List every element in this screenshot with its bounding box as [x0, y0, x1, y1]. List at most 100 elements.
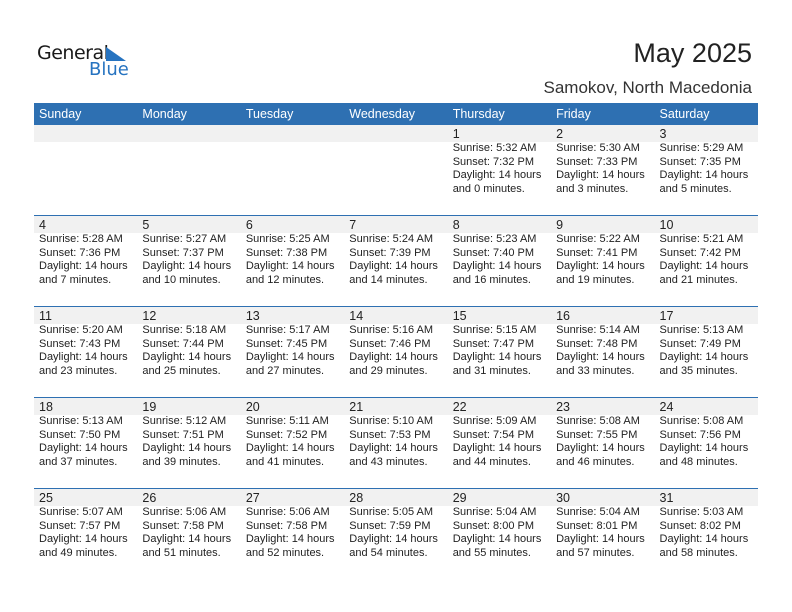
sunset-text: Sunset: 7:44 PM: [142, 337, 224, 350]
week-row: 25 Sunrise: 5:07 AM Sunset: 7:57 PM Dayligh…: [34, 488, 758, 579]
daylight-text: Daylight: 14 hours: [556, 260, 645, 272]
daylight-text: Daylight: 14 hours: [659, 169, 749, 181]
sunrise-text: Sunrise: 5:08 AM: [556, 415, 640, 427]
sunrise-text: Sunrise: 5:07 AM: [39, 506, 123, 518]
day-cell: 13 Sunrise: 5:17 AM Sunset: 7:45 PM Dayligh…: [240, 306, 345, 398]
day-number: 30: [551, 489, 655, 506]
logo-general-text: General: [37, 42, 109, 64]
day-number: 9: [551, 216, 655, 233]
day-number: 29: [447, 489, 552, 506]
empty-day-cell: [240, 125, 345, 216]
sunrise-text: Sunrise: 5:13 AM: [39, 415, 123, 427]
day-number: 3: [654, 125, 758, 142]
day-cell: 19 Sunrise: 5:12 AM Sunset: 7:51 PM Dayligh…: [137, 397, 241, 489]
day-cell: 25 Sunrise: 5:07 AM Sunset: 7:57 PM Dayligh…: [34, 488, 138, 579]
sunrise-text: Sunrise: 5:32 AM: [452, 142, 537, 154]
sunrise-text: Sunrise: 5:03 AM: [659, 506, 744, 518]
day-cell: 27 Sunrise: 5:06 AM Sunset: 7:58 PM Dayligh…: [240, 488, 345, 579]
day-number: 8: [447, 216, 552, 233]
sunset-text: Sunset: 7:52 PM: [245, 428, 328, 441]
sunset-text: Sunset: 7:35 PM: [659, 155, 741, 168]
sunrise-text: Sunrise: 5:18 AM: [142, 324, 227, 336]
daylight-text: Daylight: 14 hours: [245, 260, 335, 272]
day-number: 22: [447, 398, 552, 415]
minutes-text: and 58 minutes.: [659, 546, 738, 559]
day-cell: 5 Sunrise: 5:27 AM Sunset: 7:37 PM Daylight…: [137, 215, 241, 307]
sunrise-text: Sunrise: 5:21 AM: [659, 233, 744, 245]
sunrise-text: Sunrise: 5:28 AM: [39, 233, 123, 245]
weekday-header-row: Sunday Monday Tuesday Wednesday Thursday Frid…: [34, 103, 758, 125]
day-cell: 6 Sunrise: 5:25 AM Sunset: 7:38 PM Daylight…: [240, 215, 345, 307]
weekday-saturday: Saturday: [654, 103, 758, 125]
day-number: 5: [137, 216, 241, 233]
sunrise-text: Sunrise: 5:05 AM: [349, 506, 434, 518]
minutes-text: and 35 minutes.: [659, 364, 738, 377]
sunset-text: Sunset: 7:36 PM: [39, 246, 121, 259]
day-number: 14: [344, 307, 448, 324]
daylight-text: Daylight: 14 hours: [349, 442, 438, 454]
location: Samokov, North Macedonia: [543, 78, 752, 97]
sunset-text: Sunset: 7:50 PM: [39, 428, 121, 441]
sunrise-text: Sunrise: 5:08 AM: [659, 415, 744, 427]
sunset-text: Sunset: 8:01 PM: [556, 519, 638, 532]
sunset-text: Sunset: 7:48 PM: [556, 337, 638, 350]
sunset-text: Sunset: 7:58 PM: [142, 519, 224, 532]
sunset-text: Sunset: 8:02 PM: [659, 519, 741, 532]
minutes-text: and 49 minutes.: [39, 546, 118, 559]
day-cell: 21 Sunrise: 5:10 AM Sunset: 7:53 PM Dayligh…: [344, 397, 448, 489]
sunrise-text: Sunrise: 5:11 AM: [245, 415, 329, 427]
sunset-text: Sunset: 7:39 PM: [349, 246, 431, 259]
sunset-text: Sunset: 7:59 PM: [349, 519, 431, 532]
daylight-text: Daylight: 14 hours: [659, 351, 749, 363]
minutes-text: and 43 minutes.: [349, 455, 428, 468]
daylight-text: Daylight: 14 hours: [39, 442, 128, 454]
daylight-text: Daylight: 14 hours: [556, 169, 645, 181]
daylight-text: Daylight: 14 hours: [39, 351, 128, 363]
day-cell: 11 Sunrise: 5:20 AM Sunset: 7:43 PM Dayligh…: [34, 306, 138, 398]
day-number: 12: [137, 307, 241, 324]
weekday-friday: Friday: [551, 103, 655, 125]
sunrise-text: Sunrise: 5:10 AM: [349, 415, 434, 427]
daylight-text: Daylight: 14 hours: [452, 442, 542, 454]
day-number: [240, 125, 345, 142]
minutes-text: and 12 minutes.: [245, 273, 325, 286]
sunrise-text: Sunrise: 5:15 AM: [452, 324, 537, 336]
sunset-text: Sunset: 7:41 PM: [556, 246, 638, 259]
sunset-text: Sunset: 7:46 PM: [349, 337, 431, 350]
day-number: 19: [137, 398, 241, 415]
day-cell: 24 Sunrise: 5:08 AM Sunset: 7:56 PM Dayligh…: [654, 397, 758, 489]
sunset-text: Sunset: 7:57 PM: [39, 519, 121, 532]
day-cell: 29 Sunrise: 5:04 AM Sunset: 8:00 PM Dayligh…: [447, 488, 552, 579]
day-number: 17: [654, 307, 758, 324]
weekday-thursday: Thursday: [447, 103, 552, 125]
sunset-text: Sunset: 7:42 PM: [659, 246, 741, 259]
daylight-text: Daylight: 14 hours: [349, 351, 438, 363]
minutes-text: and 16 minutes.: [452, 273, 531, 286]
day-number: [34, 125, 138, 142]
daylight-text: Daylight: 14 hours: [659, 533, 749, 545]
daylight-text: Daylight: 14 hours: [556, 533, 645, 545]
daylight-text: Daylight: 14 hours: [142, 442, 232, 454]
day-number: 25: [34, 489, 138, 506]
day-cell: 12 Sunrise: 5:18 AM Sunset: 7:44 PM Dayligh…: [137, 306, 241, 398]
day-number: 26: [137, 489, 241, 506]
daylight-text: Daylight: 14 hours: [245, 351, 335, 363]
minutes-text: and 54 minutes.: [349, 546, 428, 559]
sunset-text: Sunset: 7:56 PM: [659, 428, 741, 441]
calendar-grid: Sunday Monday Tuesday Wednesday Thursday Frid…: [34, 103, 758, 579]
sunset-text: Sunset: 7:58 PM: [245, 519, 328, 532]
daylight-text: Daylight: 14 hours: [349, 533, 438, 545]
minutes-text: and 19 minutes.: [556, 273, 635, 286]
sunset-text: Sunset: 7:33 PM: [556, 155, 638, 168]
minutes-text: and 27 minutes.: [245, 364, 325, 377]
minutes-text: and 52 minutes.: [245, 546, 325, 559]
sunrise-text: Sunrise: 5:09 AM: [452, 415, 537, 427]
sunrise-text: Sunrise: 5:12 AM: [142, 415, 227, 427]
minutes-text: and 14 minutes.: [349, 273, 428, 286]
week-row: 1 Sunrise: 5:32 AM Sunset: 7:32 PM Daylight…: [34, 125, 758, 216]
day-number: 7: [344, 216, 448, 233]
day-number: [344, 125, 448, 142]
day-number: [137, 125, 241, 142]
daylight-text: Daylight: 14 hours: [556, 442, 645, 454]
day-cell: 31 Sunrise: 5:03 AM Sunset: 8:02 PM Dayligh…: [654, 488, 758, 579]
